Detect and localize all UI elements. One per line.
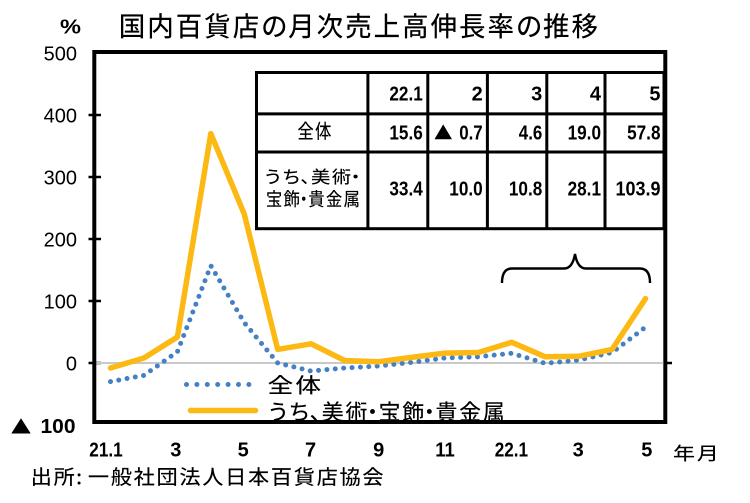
svg-text:5: 5 [238, 439, 249, 461]
svg-text:0: 0 [66, 353, 77, 375]
svg-text:3: 3 [170, 439, 181, 461]
svg-text:19.0: 19.0 [568, 122, 601, 144]
svg-text:%: % [60, 16, 81, 38]
svg-text:10.8: 10.8 [509, 178, 542, 200]
svg-text:11: 11 [435, 439, 455, 461]
svg-text:33.4: 33.4 [389, 178, 423, 200]
svg-text:103.9: 103.9 [616, 178, 661, 200]
svg-text:4: 4 [590, 84, 602, 106]
svg-text:3: 3 [573, 439, 584, 461]
svg-text:7: 7 [305, 439, 316, 461]
svg-text:9: 9 [373, 439, 384, 461]
svg-text:100: 100 [41, 416, 76, 438]
svg-text:400: 400 [44, 105, 77, 127]
svg-text:22.1: 22.1 [495, 439, 528, 461]
svg-text:28.1: 28.1 [568, 178, 601, 200]
svg-text:57.8: 57.8 [627, 122, 660, 144]
svg-text:22.1: 22.1 [389, 84, 422, 106]
svg-text:10.0: 10.0 [449, 178, 482, 200]
svg-text:3: 3 [531, 84, 542, 106]
svg-text:5: 5 [641, 439, 652, 461]
svg-text:500: 500 [44, 43, 77, 65]
svg-text:4.6: 4.6 [519, 122, 543, 144]
svg-text:21.1: 21.1 [89, 439, 122, 461]
svg-text:200: 200 [44, 229, 77, 251]
svg-text:5: 5 [649, 84, 660, 106]
svg-text:0.7: 0.7 [459, 122, 483, 144]
svg-text:15.6: 15.6 [389, 122, 422, 144]
svg-text:100: 100 [44, 291, 77, 313]
svg-text:300: 300 [44, 167, 77, 189]
svg-text:2: 2 [472, 84, 483, 106]
